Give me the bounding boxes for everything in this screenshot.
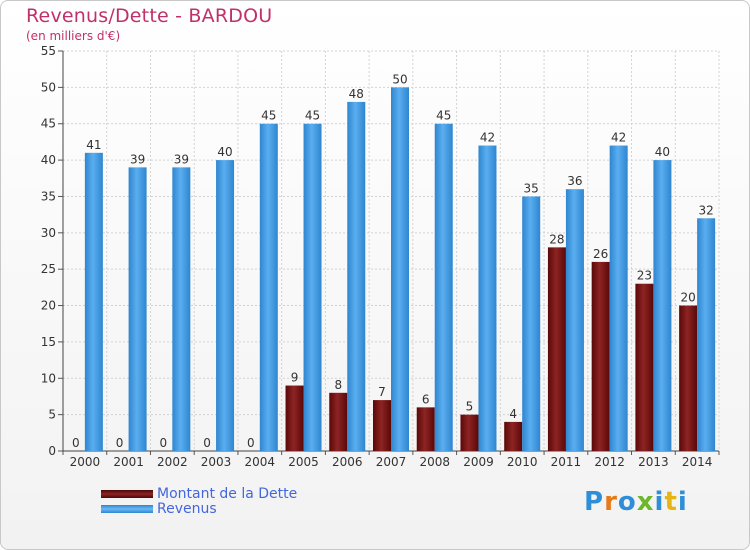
data-label-debt-2004: 0: [247, 436, 255, 450]
chart-subtitle: (en milliers d'€): [26, 29, 121, 43]
data-label-debt-2001: 0: [116, 436, 124, 450]
bar-debt-2006: [329, 392, 348, 451]
x-tick-label: 2011: [551, 455, 582, 469]
x-tick-label: 2005: [288, 455, 319, 469]
bar-revenue-2009: [478, 145, 497, 451]
data-label-revenue-2001: 39: [130, 152, 145, 166]
bar-debt-2013: [635, 283, 654, 451]
y-tick-label: 50: [41, 80, 56, 94]
bar-debt-2014: [679, 305, 698, 451]
data-label-revenue-2009: 42: [480, 131, 495, 145]
legend-label-debt: Montant de la Dette: [157, 486, 298, 502]
legend-label-revenue: Revenus: [157, 501, 217, 517]
x-tick-label: 2006: [332, 455, 363, 469]
bar-debt-2005: [285, 385, 304, 451]
x-tick-label: 2013: [638, 455, 669, 469]
bar-revenue-2012: [609, 145, 628, 451]
data-label-revenue-2013: 40: [655, 145, 670, 159]
bar-debt-2008: [416, 407, 435, 451]
bar-revenue-2008: [434, 123, 453, 452]
y-tick-label: 45: [41, 117, 56, 131]
y-tick-label: 55: [41, 44, 56, 58]
y-tick-label: 35: [41, 189, 56, 203]
bar-revenue-2003: [216, 160, 235, 451]
data-label-debt-2012: 26: [593, 247, 608, 261]
legend-swatch-debt: [101, 490, 153, 498]
x-tick-label: 2001: [113, 455, 144, 469]
data-label-revenue-2006: 48: [349, 87, 364, 101]
bar-revenue-2000: [84, 152, 103, 451]
chart-title: Revenus/Dette - BARDOU: [26, 5, 273, 27]
bar-revenue-2001: [128, 167, 147, 451]
data-label-debt-2000: 0: [72, 436, 80, 450]
logo-letter: P: [584, 487, 605, 517]
logo-letter: i: [677, 487, 688, 517]
y-tick-label: 15: [41, 335, 56, 349]
bar-debt-2012: [591, 261, 610, 451]
bar-debt-2009: [460, 414, 479, 451]
y-tick-label: 30: [41, 226, 56, 240]
data-label-debt-2009: 5: [466, 400, 474, 414]
data-label-revenue-2010: 35: [524, 181, 539, 195]
bar-revenue-2004: [259, 123, 278, 452]
data-label-revenue-2005: 45: [305, 109, 320, 123]
bar-debt-2007: [373, 400, 391, 451]
y-tick-label: 5: [48, 408, 56, 422]
data-label-revenue-2003: 40: [217, 145, 232, 159]
logo-letter: x: [636, 487, 655, 517]
data-label-debt-2007: 7: [378, 385, 386, 399]
data-label-debt-2005: 9: [291, 371, 299, 385]
data-label-debt-2008: 6: [422, 392, 430, 406]
data-label-revenue-2014: 32: [698, 203, 713, 217]
x-tick-label: 2010: [507, 455, 538, 469]
legend-swatch-revenue: [101, 505, 153, 513]
x-tick-label: 2007: [376, 455, 407, 469]
x-tick-label: 2014: [682, 455, 713, 469]
data-label-revenue-2008: 45: [436, 109, 451, 123]
bar-debt-2011: [547, 247, 566, 451]
x-tick-label: 2000: [70, 455, 101, 469]
y-tick-label: 25: [41, 262, 56, 276]
bar-debt-2010: [504, 421, 523, 451]
x-tick-label: 2003: [201, 455, 232, 469]
data-label-revenue-2011: 36: [567, 174, 582, 188]
data-label-debt-2003: 0: [203, 436, 211, 450]
y-tick-label: 0: [48, 444, 56, 458]
y-tick-label: 20: [41, 299, 56, 313]
data-label-revenue-2002: 39: [174, 152, 189, 166]
bar-revenue-2002: [172, 167, 191, 451]
y-tick-label: 10: [41, 371, 56, 385]
bar-revenue-2010: [522, 196, 541, 451]
data-label-debt-2014: 20: [680, 291, 695, 305]
logo-letter: t: [664, 487, 678, 517]
logo-letter: i: [654, 487, 665, 517]
data-label-debt-2010: 4: [509, 407, 517, 421]
bar-revenue-2014: [697, 218, 716, 451]
data-label-debt-2002: 0: [160, 436, 168, 450]
x-tick-label: 2008: [419, 455, 450, 469]
logo-letter: r: [604, 487, 618, 517]
data-label-debt-2006: 8: [334, 378, 342, 392]
data-label-revenue-2012: 42: [611, 131, 626, 145]
bar-revenue-2011: [565, 189, 584, 451]
bar-revenue-2007: [391, 87, 409, 451]
data-label-revenue-2004: 45: [261, 109, 276, 123]
x-tick-label: 2002: [157, 455, 188, 469]
x-tick-label: 2012: [594, 455, 625, 469]
data-label-debt-2013: 23: [637, 269, 652, 283]
data-label-debt-2011: 28: [549, 232, 564, 246]
bar-revenue-2013: [653, 160, 672, 451]
data-label-revenue-2007: 50: [392, 72, 407, 86]
data-label-revenue-2000: 41: [86, 138, 101, 152]
bar-revenue-2005: [303, 123, 322, 452]
x-tick-label: 2004: [245, 455, 276, 469]
x-tick-label: 2009: [463, 455, 494, 469]
proxiti-logo: Proxiti: [584, 487, 688, 517]
logo-letter: o: [617, 487, 637, 517]
bar-chart: 0510152025303540455055041200003920010392…: [41, 44, 720, 469]
bar-revenue-2006: [347, 101, 366, 451]
y-tick-label: 40: [41, 153, 56, 167]
